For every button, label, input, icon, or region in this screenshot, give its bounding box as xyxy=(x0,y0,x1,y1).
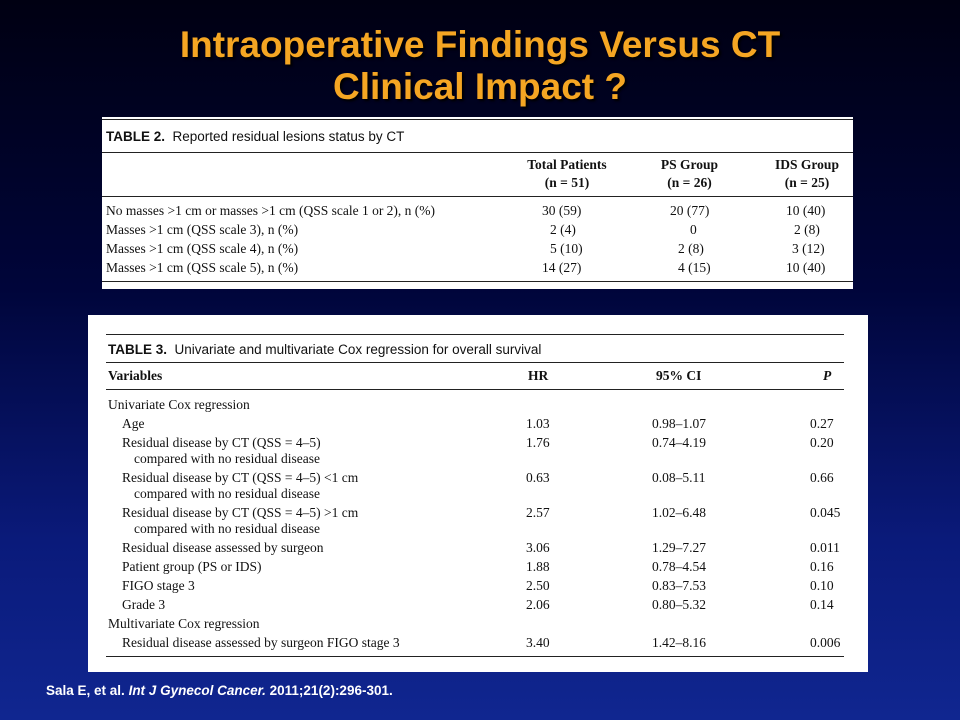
cell-p: 0.011 xyxy=(810,540,840,555)
cell-hr: 2.06 xyxy=(526,597,550,612)
column-header-ids: IDS Group (n = 25) xyxy=(762,156,852,192)
table-row: Masses >1 cm (QSS scale 3), n (%) 2 (4) … xyxy=(106,220,851,239)
cell-p: 0.045 xyxy=(810,505,841,520)
row-label: Residual disease assessed by surgeon FIG… xyxy=(122,635,400,650)
cell-total: 2 (4) xyxy=(550,222,576,237)
cell-hr: 1.76 xyxy=(526,435,550,450)
table-row: Masses >1 cm (QSS scale 4), n (%) 5 (10)… xyxy=(106,239,851,258)
row-label: Residual disease by CT (QSS = 4–5) >1 cm xyxy=(122,505,359,520)
cell-p: 0.66 xyxy=(810,470,834,485)
row-sublabel: compared with no residual disease xyxy=(134,486,320,501)
cell-p: 0.14 xyxy=(810,597,834,612)
cell-p: 0.20 xyxy=(810,435,834,450)
cell-hr: 2.57 xyxy=(526,505,550,520)
table-3-label: TABLE 3. xyxy=(108,342,168,357)
cell-p: 0.10 xyxy=(810,578,834,593)
table-2-caption: TABLE 2. Reported residual lesions statu… xyxy=(106,129,404,144)
column-n: (n = 51) xyxy=(544,175,590,190)
cell-hr: 3.40 xyxy=(526,635,550,650)
row-label: Patient group (PS or IDS) xyxy=(122,559,262,574)
row-label: Multivariate Cox regression xyxy=(108,616,260,631)
table-rule xyxy=(102,281,853,282)
title-line-2: Clinical Impact ? xyxy=(332,66,627,107)
column-name: PS Group xyxy=(660,157,719,172)
citation-journal: Int J Gynecol Cancer. xyxy=(128,683,266,698)
header-hr: HR xyxy=(528,368,549,383)
header-variables: Variables xyxy=(108,368,163,383)
title-line-1: Intraoperative Findings Versus CT xyxy=(179,24,781,65)
row-sublabel: compared with no residual disease xyxy=(134,451,320,466)
cell-ps: 2 (8) xyxy=(678,241,704,256)
row-label: Residual disease by CT (QSS = 4–5) <1 cm xyxy=(122,470,359,485)
column-name: Total Patients xyxy=(527,157,607,172)
cell-total: 14 (27) xyxy=(542,260,582,275)
row-label: Residual disease by CT (QSS = 4–5) xyxy=(122,435,321,450)
cell-p: 0.27 xyxy=(810,416,834,431)
table-2-panel: TABLE 2. Reported residual lesions statu… xyxy=(102,117,853,289)
cell-ci: 0.80–5.32 xyxy=(652,597,706,612)
cell-hr: 2.50 xyxy=(526,578,550,593)
cell-ps: 20 (77) xyxy=(670,203,710,218)
cell-ps: 4 (15) xyxy=(678,260,711,275)
citation-ref: 2011;21(2):296-301. xyxy=(269,683,393,698)
cell-ci: 1.29–7.27 xyxy=(652,540,706,555)
citation: Sala E, et al. Int J Gynecol Cancer. 201… xyxy=(46,683,393,698)
row-sublabel: compared with no residual disease xyxy=(134,521,320,536)
cell-ci: 1.02–6.48 xyxy=(652,505,706,520)
column-header-ps: PS Group (n = 26) xyxy=(642,156,737,192)
cell-ci: 0.78–4.54 xyxy=(652,559,706,574)
row-label: Residual disease assessed by surgeon xyxy=(122,540,324,555)
table-rule xyxy=(102,152,853,153)
column-n: (n = 26) xyxy=(667,175,712,190)
row-label: Grade 3 xyxy=(122,597,166,612)
table-rule xyxy=(106,362,844,363)
table-2-caption-text: Reported residual lesions status by CT xyxy=(172,129,405,144)
cell-ids: 10 (40) xyxy=(786,260,826,275)
header-p: P xyxy=(823,368,832,383)
table-row: Masses >1 cm (QSS scale 5), n (%) 14 (27… xyxy=(106,258,851,277)
cell-ci: 0.08–5.11 xyxy=(652,470,706,485)
table-2-label: TABLE 2. xyxy=(106,129,166,144)
table-3-caption-text: Univariate and multivariate Cox regressi… xyxy=(174,342,542,357)
cell-ids: 2 (8) xyxy=(794,222,820,237)
cell-ids: 3 (12) xyxy=(792,241,825,256)
table-rule xyxy=(106,656,844,657)
row-label: Masses >1 cm (QSS scale 3), n (%) xyxy=(106,222,299,237)
table-rule xyxy=(102,119,853,120)
cell-ci: 0.98–1.07 xyxy=(652,416,706,431)
row-label: No masses >1 cm or masses >1 cm (QSS sca… xyxy=(106,203,436,218)
cell-hr: 0.63 xyxy=(526,470,550,485)
column-header-total: Total Patients (n = 51) xyxy=(512,156,622,192)
cell-p: 0.006 xyxy=(810,635,841,650)
citation-authors: Sala E, et al. xyxy=(46,683,125,698)
cell-hr: 1.88 xyxy=(526,559,550,574)
row-label: FIGO stage 3 xyxy=(122,578,195,593)
row-label: Masses >1 cm (QSS scale 5), n (%) xyxy=(106,260,299,275)
cell-total: 30 (59) xyxy=(542,203,582,218)
table-rule xyxy=(106,389,844,390)
row-label: Univariate Cox regression xyxy=(108,397,250,412)
table-3-caption: TABLE 3. Univariate and multivariate Cox… xyxy=(108,342,541,357)
header-ci: 95% CI xyxy=(656,368,702,383)
cell-ps: 0 xyxy=(690,222,697,237)
cell-ci: 1.42–8.16 xyxy=(652,635,706,650)
cell-ci: 0.74–4.19 xyxy=(652,435,706,450)
table-rule xyxy=(102,196,853,197)
column-n: (n = 25) xyxy=(784,175,830,190)
row-label: Masses >1 cm (QSS scale 4), n (%) xyxy=(106,241,299,256)
column-name: IDS Group xyxy=(775,157,839,172)
cell-hr: 3.06 xyxy=(526,540,550,555)
row-label: Age xyxy=(122,416,145,431)
slide-title: Intraoperative Findings Versus CT Clinic… xyxy=(0,24,960,108)
cell-ci: 0.83–7.53 xyxy=(652,578,706,593)
table-rule xyxy=(106,334,844,335)
table-3-panel: TABLE 3. Univariate and multivariate Cox… xyxy=(88,315,868,672)
cell-hr: 1.03 xyxy=(526,416,550,431)
table-row: No masses >1 cm or masses >1 cm (QSS sca… xyxy=(106,201,851,220)
cell-total: 5 (10) xyxy=(550,241,583,256)
cell-p: 0.16 xyxy=(810,559,834,574)
cell-ids: 10 (40) xyxy=(786,203,826,218)
